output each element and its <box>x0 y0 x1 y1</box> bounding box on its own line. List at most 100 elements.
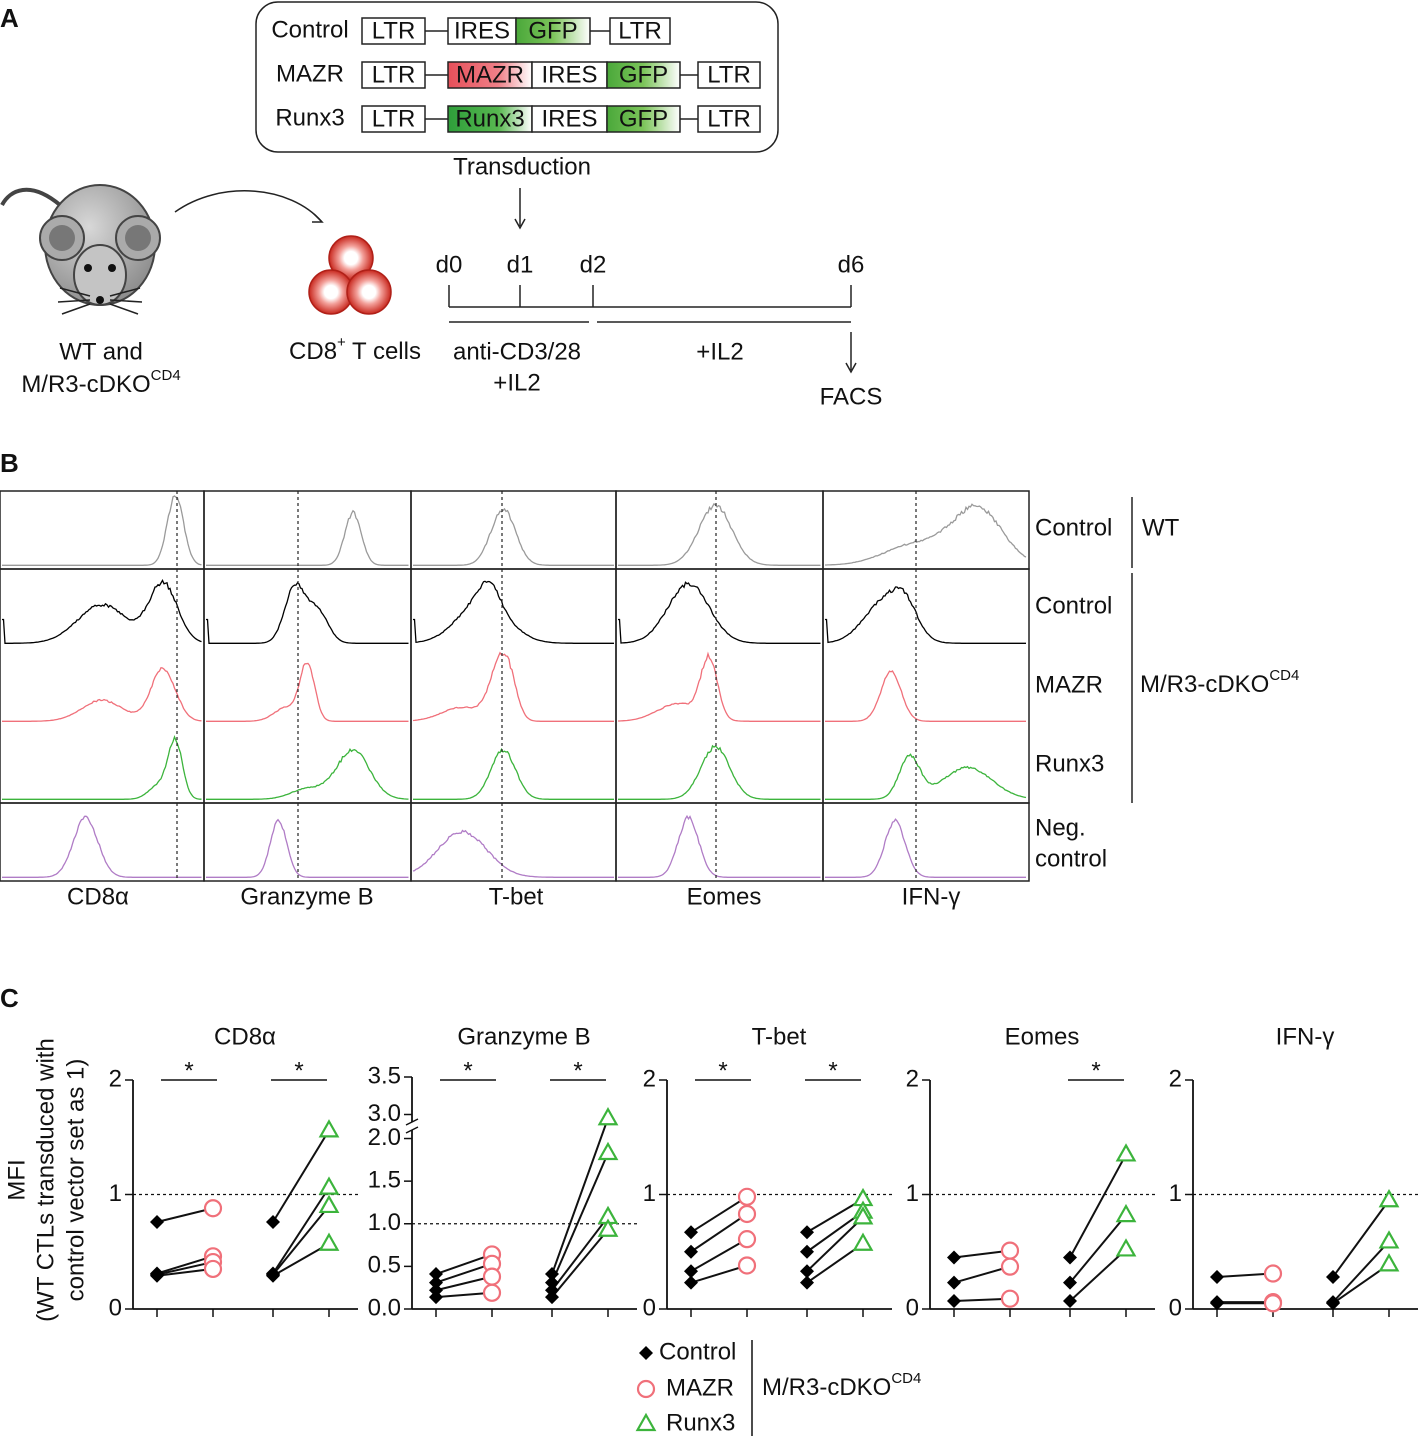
histogram-frame <box>410 568 617 804</box>
histogram-frame <box>0 490 205 570</box>
histogram <box>206 818 409 878</box>
column-label: Eomes <box>687 883 762 910</box>
panel-label: A <box>0 3 19 33</box>
construct-name: Runx3 <box>275 104 344 131</box>
pair-line <box>690 1213 748 1253</box>
y-tick-label: 2 <box>109 1065 122 1092</box>
construct-element-label: IRES <box>541 61 597 88</box>
pair-line <box>272 1205 330 1276</box>
histogram-frame <box>0 802 205 882</box>
y-tick-label: 0.0 <box>368 1294 401 1321</box>
y-tick-label: 1 <box>643 1180 656 1207</box>
construct-element <box>361 17 426 45</box>
construct-element-label: IRES <box>541 105 597 132</box>
mazr-point <box>482 1283 502 1302</box>
transduction-label: Transduction <box>453 153 591 180</box>
group-label-text: M/R3-cDKO <box>1140 671 1269 698</box>
legend-label: MAZR <box>666 1374 734 1401</box>
histogram <box>618 814 821 878</box>
pair-line <box>272 1129 330 1223</box>
runx3-point <box>852 1232 874 1251</box>
mazr-point <box>482 1267 502 1286</box>
histogram-frame <box>822 490 1030 570</box>
runx3-point <box>597 1107 619 1126</box>
mazr-point <box>1000 1241 1020 1260</box>
pair-line <box>551 1152 609 1283</box>
legend-marker <box>635 1412 657 1432</box>
construct-element-label: GFP <box>528 17 577 44</box>
column-label: T-bet <box>489 883 544 910</box>
significance-label: * <box>828 1057 837 1084</box>
control-point <box>800 1225 814 1240</box>
y-tick-label: 1 <box>1169 1180 1182 1207</box>
histogram-frame <box>615 490 824 570</box>
pair-line <box>690 1238 748 1273</box>
y-tick-label: 2 <box>906 1065 919 1092</box>
histogram <box>413 747 614 800</box>
pair-line <box>435 1253 493 1275</box>
construct-element-label: LTR <box>707 61 751 88</box>
control-point <box>429 1290 443 1305</box>
pair-line <box>1332 1199 1390 1278</box>
pair-line <box>551 1216 609 1291</box>
histogram-frame <box>410 802 617 882</box>
control-point <box>429 1267 443 1282</box>
control-point <box>800 1244 814 1259</box>
control-point <box>1063 1293 1077 1308</box>
control-point <box>1063 1275 1077 1290</box>
y-tick-label: 0 <box>906 1294 919 1321</box>
panel-label: C <box>0 983 19 1013</box>
control-point <box>1063 1250 1077 1265</box>
legend-label: Runx3 <box>666 1409 735 1436</box>
day-label: d1 <box>507 251 534 278</box>
control-point <box>545 1267 559 1282</box>
pair-line <box>551 1117 609 1275</box>
control-point <box>684 1275 698 1290</box>
pair-line <box>690 1195 748 1234</box>
construct-element <box>609 17 671 45</box>
y-tick-label: 0 <box>109 1294 122 1321</box>
control-point <box>947 1275 961 1290</box>
runx3-point <box>597 1141 619 1161</box>
mazr-point <box>737 1230 757 1249</box>
construct-element-label: LTR <box>618 17 662 44</box>
row-label: Neg. <box>1035 814 1086 841</box>
histogram <box>2 734 202 800</box>
mouse-label: WT and <box>59 338 143 365</box>
legend-group-text: M/R3-cDKO <box>762 1374 891 1401</box>
row-label: Control <box>1035 592 1112 619</box>
runx3-point <box>318 1176 340 1195</box>
day-label: d0 <box>436 251 463 278</box>
pair-line <box>156 1207 214 1223</box>
arrow <box>174 190 323 223</box>
mazr-point <box>1263 1294 1283 1313</box>
runx3-point <box>852 1206 874 1225</box>
histogram-frame <box>822 802 1030 882</box>
y-tick-label: 2.0 <box>368 1124 401 1151</box>
histogram-frame <box>410 490 617 570</box>
runx3-point <box>318 1232 340 1251</box>
construct-name: Control <box>271 16 348 43</box>
y-axis-label: (WT CTLs transduced with <box>32 1038 59 1322</box>
column-label: IFN-γ <box>902 883 961 910</box>
legend-group: M/R3-cDKOCD4 <box>762 1370 921 1401</box>
chart-title: CD8α <box>214 1023 276 1050</box>
runx3-point <box>1378 1230 1400 1249</box>
construct-element <box>697 105 761 133</box>
row-label: Runx3 <box>1035 750 1104 777</box>
chart-title: IFN-γ <box>1276 1023 1335 1050</box>
column-label: Granzyme B <box>240 883 373 910</box>
mazr-point <box>1263 1264 1283 1283</box>
phase-label: anti-CD3/28 <box>453 338 581 365</box>
significance-label: * <box>573 1057 582 1084</box>
control-point <box>684 1264 698 1279</box>
phase-label: +IL2 <box>493 369 540 396</box>
control-point <box>684 1244 698 1259</box>
control-point <box>545 1275 559 1290</box>
pair-line <box>156 1267 214 1277</box>
legend-label: Control <box>659 1338 736 1365</box>
histogram <box>412 651 614 722</box>
histogram <box>2 666 202 722</box>
histogram <box>206 509 409 566</box>
